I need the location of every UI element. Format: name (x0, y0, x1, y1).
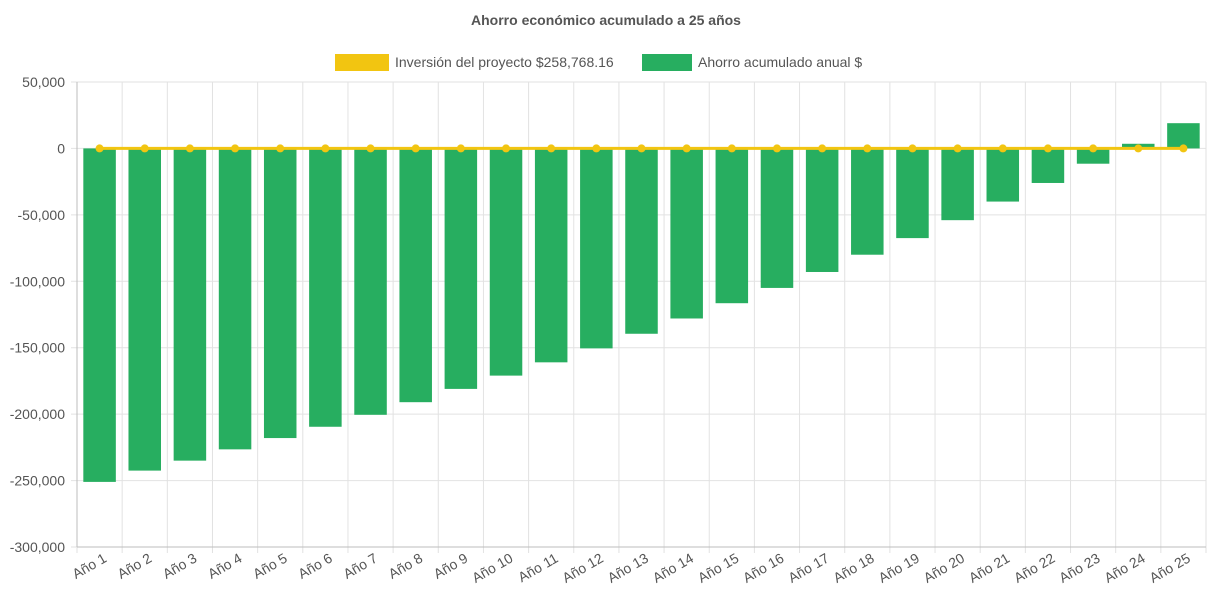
legend-label-investment: Inversión del proyecto $258,768.16 (395, 54, 614, 70)
bar[interactable] (1076, 148, 1110, 164)
line-point[interactable] (1089, 144, 1098, 153)
y-tick-label: 50,000 (22, 74, 65, 90)
bar[interactable] (173, 148, 207, 461)
line-point[interactable] (682, 144, 691, 153)
bar[interactable] (263, 148, 297, 439)
line-point[interactable] (231, 144, 240, 153)
line-point[interactable] (818, 144, 827, 153)
line-point[interactable] (456, 144, 465, 153)
x-tick-label: Año 1 (69, 550, 109, 582)
bar[interactable] (851, 148, 884, 255)
line-point[interactable] (953, 144, 962, 153)
line-point[interactable] (502, 144, 511, 153)
x-tick-label: Año 15 (695, 550, 742, 586)
x-tick-label: Año 24 (1101, 550, 1148, 586)
x-tick-label: Año 21 (966, 550, 1013, 586)
x-tick-label: Año 12 (559, 550, 606, 586)
line-point[interactable] (908, 144, 917, 153)
x-tick-label: Año 18 (830, 550, 877, 586)
x-tick-label: Año 9 (431, 550, 471, 582)
bar[interactable] (805, 148, 839, 272)
line-point[interactable] (547, 144, 556, 153)
y-tick-label: -200,000 (10, 406, 65, 422)
bar[interactable] (986, 148, 1020, 202)
bar[interactable] (399, 148, 432, 403)
bar[interactable] (534, 148, 568, 363)
chart-title: Ahorro económico acumulado a 25 años (471, 12, 741, 28)
x-tick-label: Año 14 (650, 550, 697, 586)
line-point[interactable] (276, 144, 285, 153)
bar[interactable] (896, 148, 929, 239)
legend-label-savings: Ahorro acumulado anual $ (698, 54, 862, 70)
line-point[interactable] (321, 144, 330, 153)
bar[interactable] (625, 148, 658, 334)
x-tick-label: Año 4 (205, 550, 245, 582)
y-tick-label: -50,000 (18, 207, 66, 223)
line-point[interactable] (1179, 144, 1188, 153)
line-point[interactable] (998, 144, 1007, 153)
x-tick-label: Año 22 (1011, 550, 1058, 586)
x-tick-label: Año 19 (876, 550, 923, 586)
legend-swatch-investment[interactable] (335, 54, 389, 71)
grid (71, 81, 1207, 553)
line-point[interactable] (772, 144, 781, 153)
legend: Inversión del proyecto $258,768.16 Ahorr… (335, 54, 862, 71)
bar[interactable] (1167, 123, 1200, 149)
line-point[interactable] (95, 144, 104, 153)
x-tick-label: Año 20 (921, 550, 968, 586)
y-tick-label: -100,000 (10, 273, 65, 289)
line-point[interactable] (637, 144, 646, 153)
x-tick-label: Año 2 (115, 550, 155, 582)
bar[interactable] (128, 148, 161, 471)
bar[interactable] (489, 148, 523, 376)
y-tick-label: 0 (57, 140, 65, 156)
line-point[interactable] (727, 144, 736, 153)
line-point[interactable] (366, 144, 375, 153)
x-tick-label: Año 11 (515, 550, 561, 586)
x-tick-label: Año 16 (740, 550, 787, 586)
bar[interactable] (444, 148, 478, 389)
line-point[interactable] (592, 144, 601, 153)
bar[interactable] (760, 148, 794, 288)
y-tick-label: -150,000 (10, 340, 65, 356)
x-tick-label: Año 23 (1056, 550, 1103, 586)
bar[interactable] (309, 148, 342, 427)
x-tick-label: Año 5 (250, 550, 290, 582)
x-tick-label: Año 8 (386, 550, 426, 582)
line-point[interactable] (863, 144, 872, 153)
line-point[interactable] (411, 144, 420, 153)
x-axis: Año 1 Año 2 Año 3 Año 4 Año 5 Año 6 Año 7 Año 8… (69, 550, 1193, 586)
bar[interactable] (1031, 148, 1065, 183)
y-axis: 50,000 0 -50,000 -100,000 -150,000 -200,000 -2… (10, 74, 65, 555)
bar-series (83, 123, 1200, 482)
bar[interactable] (83, 148, 116, 482)
x-tick-label: Año 25 (1146, 550, 1193, 586)
bar[interactable] (580, 148, 613, 349)
line-series (95, 144, 1188, 153)
x-tick-label: Año 7 (340, 550, 380, 582)
legend-swatch-savings[interactable] (642, 54, 692, 71)
line-point[interactable] (1134, 144, 1143, 153)
line-point[interactable] (140, 144, 149, 153)
bar[interactable] (715, 148, 749, 304)
bar[interactable] (670, 148, 703, 319)
bar[interactable] (218, 148, 252, 450)
bar[interactable] (354, 148, 387, 415)
y-tick-label: -250,000 (10, 473, 65, 489)
line-point[interactable] (1043, 144, 1052, 153)
line-point[interactable] (185, 144, 194, 153)
x-tick-label: Año 3 (160, 550, 200, 582)
x-tick-label: Año 10 (469, 550, 516, 586)
x-tick-label: Año 17 (785, 550, 832, 586)
x-tick-label: Año 13 (605, 550, 652, 586)
x-tick-label: Año 6 (295, 550, 335, 582)
bar[interactable] (941, 148, 974, 221)
y-tick-label: -300,000 (10, 539, 65, 555)
